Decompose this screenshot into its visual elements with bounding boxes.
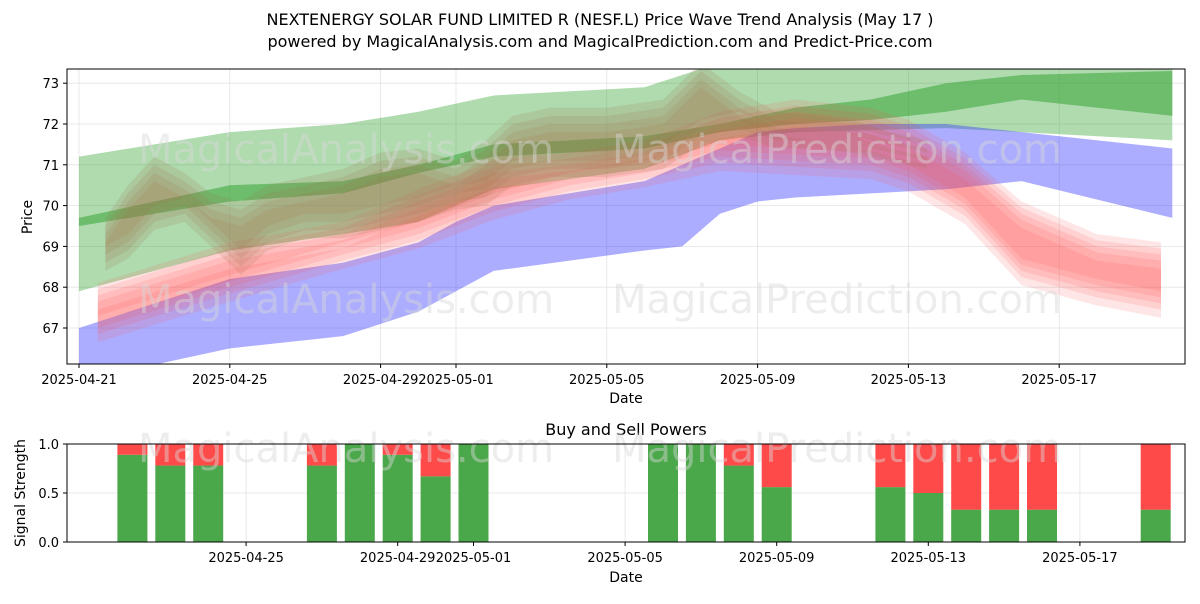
sell-power-bar bbox=[1027, 444, 1057, 510]
sell-power-bar bbox=[1140, 444, 1171, 510]
signal-y-tick-label: 0.5 bbox=[38, 487, 59, 502]
buy-power-bar bbox=[913, 493, 944, 542]
buy-power-bar bbox=[1140, 509, 1171, 542]
signal-x-axis-label: Date bbox=[609, 570, 642, 586]
buy-power-bar bbox=[306, 465, 337, 542]
sell-power-bar bbox=[193, 444, 224, 466]
price-x-tick-label: 2025-05-05 bbox=[569, 373, 645, 388]
price-x-tick-label: 2025-05-01 bbox=[418, 373, 494, 388]
price-y-tick-label: 69 bbox=[42, 240, 59, 255]
watermark-text: MagicalPrediction.com bbox=[612, 127, 1062, 173]
signal-x-tick-label: 2025-05-17 bbox=[1042, 551, 1118, 566]
price-x-tick-label: 2025-04-29 bbox=[343, 373, 419, 388]
price-y-tick-label: 67 bbox=[42, 322, 59, 337]
watermark-text: MagicalPrediction.com bbox=[612, 426, 1062, 472]
watermark-text: MagicalAnalysis.com bbox=[138, 426, 554, 472]
signal-bars bbox=[117, 444, 1171, 542]
buy-power-bar bbox=[1027, 509, 1057, 542]
price-band bbox=[79, 69, 1173, 292]
signal-y-ticks: 0.0 0.5 1.0 bbox=[38, 438, 67, 551]
buy-power-bar bbox=[193, 465, 224, 542]
price-y-tick-label: 73 bbox=[42, 77, 59, 92]
signal-y-axis-label: Signal Strength bbox=[13, 439, 29, 547]
signal-watermarks: MagicalAnalysis.com MagicalPrediction.co… bbox=[138, 426, 1062, 472]
buy-power-bar bbox=[344, 444, 375, 542]
sell-power-bar bbox=[117, 444, 148, 455]
buy-power-bar bbox=[951, 509, 982, 542]
sell-power-bar bbox=[761, 444, 792, 488]
main-subtitle: powered by MagicalAnalysis.com and Magic… bbox=[267, 32, 932, 51]
price-chart: MagicalAnalysis.com MagicalPrediction.co… bbox=[20, 68, 1186, 407]
sell-power-bar bbox=[723, 444, 754, 466]
price-y-tick-label: 72 bbox=[42, 118, 59, 133]
price-bands bbox=[79, 69, 1173, 364]
buy-power-bar bbox=[155, 465, 186, 542]
sell-power-bar bbox=[951, 444, 982, 510]
sell-power-bar bbox=[913, 444, 944, 493]
signal-chart: Buy and Sell Powers MagicalAnalysis.com … bbox=[13, 420, 1186, 586]
sell-power-bar bbox=[420, 444, 451, 477]
price-x-ticks: 2025-04-21 2025-04-25 2025-04-29 2025-05-01… bbox=[41, 364, 1097, 388]
buy-power-bar bbox=[117, 454, 148, 542]
watermark-text: MagicalAnalysis.com bbox=[138, 127, 554, 173]
signal-y-tick-label: 0.0 bbox=[38, 536, 59, 551]
price-y-tick-label: 70 bbox=[42, 200, 59, 215]
price-y-tick-label: 71 bbox=[42, 159, 59, 174]
buy-power-bar bbox=[723, 465, 754, 542]
price-x-tick-label: 2025-04-25 bbox=[192, 373, 268, 388]
sell-power-bar bbox=[989, 444, 1020, 510]
price-y-axis-label: Price bbox=[20, 200, 36, 234]
signal-x-tick-label: 2025-05-09 bbox=[739, 551, 815, 566]
buy-power-bar bbox=[989, 509, 1020, 542]
price-band bbox=[97, 111, 1161, 328]
price-x-tick-label: 2025-05-09 bbox=[720, 373, 796, 388]
sell-power-bar bbox=[875, 444, 906, 488]
signal-x-tick-label: 2025-04-29 bbox=[360, 551, 436, 566]
price-band bbox=[105, 79, 928, 267]
price-band bbox=[97, 99, 1161, 316]
price-x-tick-label: 2025-04-21 bbox=[41, 373, 117, 388]
buy-power-bar bbox=[875, 487, 906, 542]
price-band bbox=[97, 117, 1161, 335]
price-band bbox=[105, 87, 928, 275]
buy-power-bar bbox=[420, 476, 451, 542]
watermark-text: MagicalPrediction.com bbox=[612, 277, 1062, 323]
signal-plot-frame bbox=[66, 443, 1186, 543]
sell-power-bar bbox=[306, 444, 337, 466]
signal-x-tick-label: 2025-05-13 bbox=[891, 551, 967, 566]
sell-power-bar bbox=[382, 444, 413, 455]
price-plot-frame bbox=[66, 68, 1186, 365]
signal-x-tick-label: 2025-05-01 bbox=[436, 551, 512, 566]
price-y-ticks: 67 68 69 70 71 72 73 bbox=[42, 77, 67, 337]
price-x-tick-label: 2025-05-13 bbox=[871, 373, 947, 388]
price-band bbox=[97, 126, 1161, 343]
buy-power-bar bbox=[382, 454, 413, 542]
signal-y-tick-label: 1.0 bbox=[38, 438, 59, 453]
price-plot-background bbox=[67, 69, 1185, 364]
price-band bbox=[97, 105, 1161, 322]
price-y-tick-label: 68 bbox=[42, 281, 59, 296]
buy-power-bar bbox=[685, 444, 716, 542]
signal-chart-title: Buy and Sell Powers bbox=[545, 420, 707, 439]
price-band bbox=[105, 70, 928, 259]
buy-power-bar bbox=[761, 487, 792, 542]
signal-x-tick-label: 2025-05-05 bbox=[587, 551, 663, 566]
price-band bbox=[105, 69, 928, 251]
price-band bbox=[79, 124, 1173, 364]
price-x-axis-label: Date bbox=[609, 391, 642, 407]
buy-power-bar bbox=[458, 444, 489, 542]
buy-power-bar bbox=[648, 444, 678, 542]
price-x-tick-label: 2025-05-17 bbox=[1021, 373, 1097, 388]
price-watermarks: MagicalAnalysis.com MagicalPrediction.co… bbox=[138, 127, 1062, 323]
signal-x-tick-label: 2025-04-25 bbox=[208, 551, 284, 566]
sell-power-bar bbox=[155, 444, 186, 466]
watermark-text: MagicalAnalysis.com bbox=[138, 277, 554, 323]
main-title: NEXTENERGY SOLAR FUND LIMITED R (NESF.L)… bbox=[267, 10, 934, 29]
price-grid bbox=[67, 69, 1185, 364]
price-band bbox=[79, 70, 1173, 227]
signal-x-ticks: 2025-04-25 2025-04-29 2025-05-01 2025-05-05… bbox=[208, 542, 1118, 566]
